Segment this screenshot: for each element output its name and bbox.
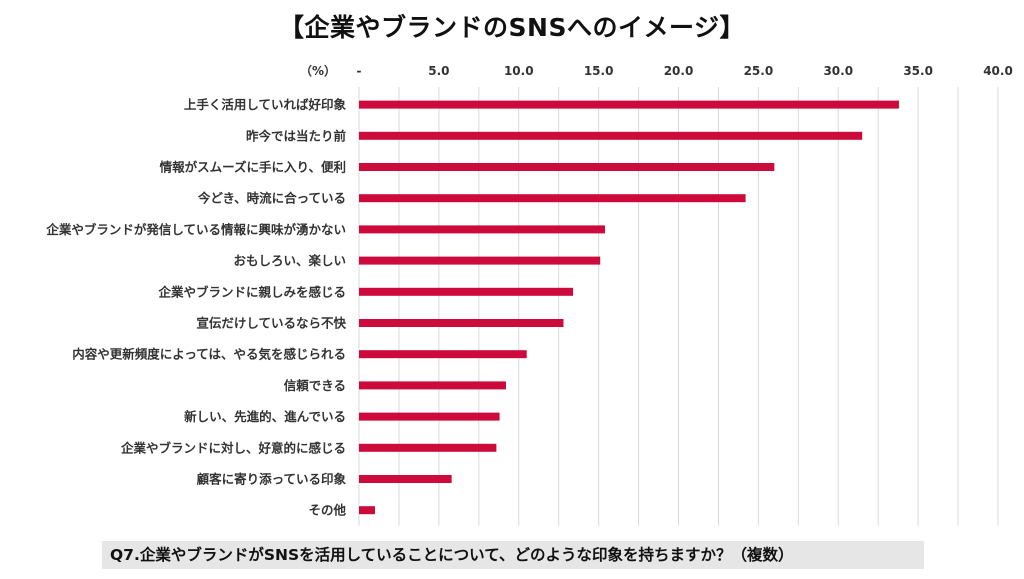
bar [359,225,606,234]
category-label: 企業やブランドに対し、好意的に感じる [120,440,346,455]
bar [359,256,601,265]
bar-chart: （%） - 5.0 10.0 15.0 20.0 25.0 30.0 35.0 40.0 上手く活用… [45,63,1013,526]
category-label: 新しい、先進的、進んでいる [184,409,346,424]
bar [359,194,746,203]
category-label: 顧客に寄り添っている印象 [197,472,347,487]
bar [359,163,775,171]
bar [359,350,527,359]
bar [359,131,863,140]
x-tick-label: - [357,64,362,78]
bar [359,100,899,109]
x-tick-label: 15.0 [584,64,614,78]
category-label: 宣伝だけしているなら不快 [196,316,346,331]
bar [359,381,506,390]
bar [359,475,452,483]
category-label: 上手く活用していれば好印象 [184,97,347,112]
category-label: 情報がスムーズに手に入り、便利 [160,160,346,175]
category-label: おもしろい、楽しい [233,253,346,268]
category-label: その他 [308,503,346,518]
x-tick-label: 40.0 [983,64,1013,78]
bar [359,287,574,296]
category-label: 昨今では当たり前 [246,128,347,143]
bar [359,443,497,452]
question-caption: Q7.企業やブランドがSNSを活用していることについて、どのような印象を持ちます… [102,541,924,569]
bar [359,506,375,515]
x-tick-label: 20.0 [664,64,694,78]
category-label: 今どき、時流に合っている [197,191,346,206]
bar [359,319,564,327]
category-label: 内容や更新頻度によっては、やる気を感じられる [72,347,346,362]
x-tick-label: 30.0 [823,64,853,78]
x-tick-label: 35.0 [903,64,933,78]
category-label: 企業やブランドが発信している情報に興味が湧かない [45,222,346,237]
x-tick-label: 10.0 [504,64,534,78]
category-label: 信頼できる [284,378,346,393]
category-label: 企業やブランドに親しみを感じる [157,284,346,299]
bar [359,412,500,421]
chart-title: 【企業やブランドのSNSへのイメージ】 [279,13,745,42]
x-tick-label: 25.0 [744,64,774,78]
axis-unit-label: （%） [300,63,336,78]
x-tick-label: 5.0 [428,64,449,78]
